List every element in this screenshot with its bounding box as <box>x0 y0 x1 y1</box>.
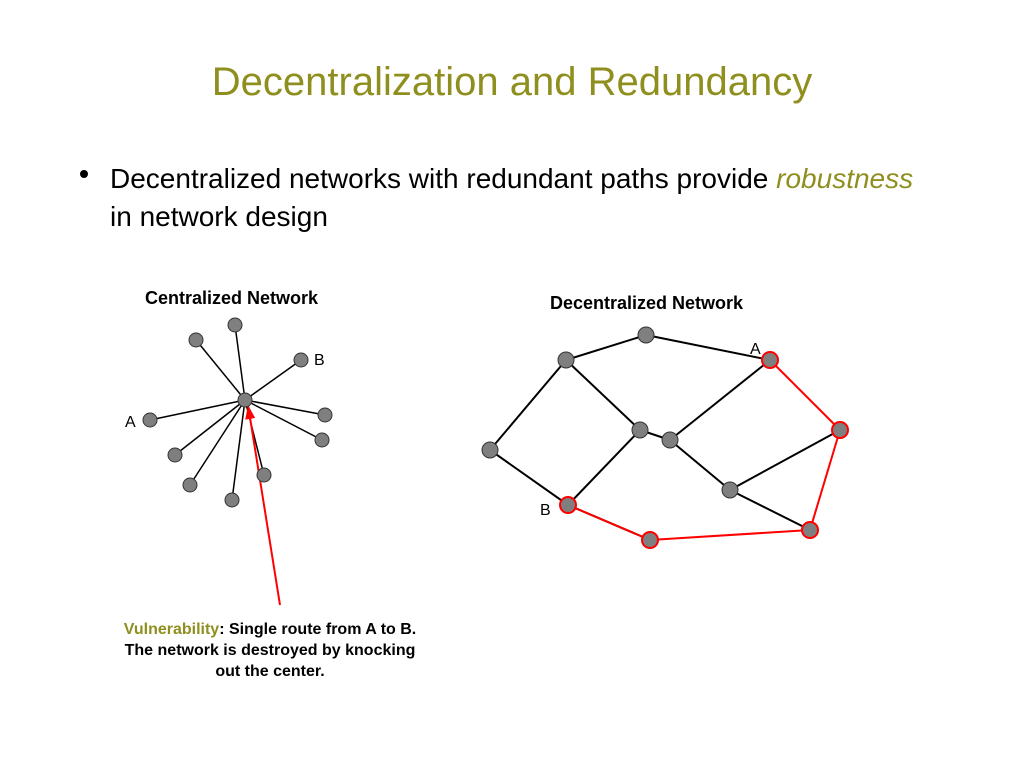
bullet-item: Decentralized networks with redundant pa… <box>110 160 930 236</box>
decentralized-network-diagram: AB <box>450 310 930 610</box>
vulnerability-label: Vulnerability <box>124 621 219 638</box>
svg-text:A: A <box>750 341 761 358</box>
slide-title: Decentralization and Redundancy <box>0 60 1024 105</box>
bullet-text: Decentralized networks with redundant pa… <box>110 163 913 232</box>
centralized-network-diagram: BA <box>70 305 390 625</box>
vulnerability-caption: Vulnerability: Single route from A to B.… <box>120 620 420 682</box>
slide: Decentralization and Redundancy Decentra… <box>0 0 1024 768</box>
svg-text:B: B <box>314 352 325 369</box>
bullet-dot-icon <box>80 170 88 178</box>
svg-text:B: B <box>540 502 551 519</box>
svg-text:A: A <box>125 414 136 431</box>
bullet-post: in network design <box>110 201 328 232</box>
bullet-pre: Decentralized networks with redundant pa… <box>110 163 776 194</box>
bullet-em: robustness <box>776 163 913 194</box>
